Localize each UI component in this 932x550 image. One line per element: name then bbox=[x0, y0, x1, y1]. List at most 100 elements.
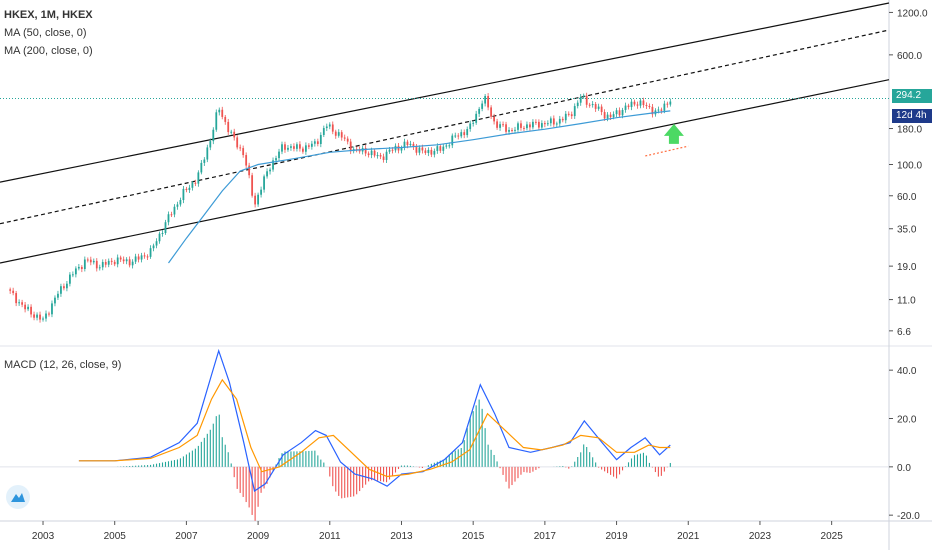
candle-body bbox=[245, 155, 248, 166]
candle-body bbox=[197, 172, 200, 184]
macd-tick-label: -20.0 bbox=[897, 511, 920, 522]
candle-body bbox=[131, 261, 134, 266]
candle-body bbox=[51, 303, 53, 315]
ma50-legend: MA (50, close, 0) bbox=[4, 27, 87, 39]
time-tick-label: 2009 bbox=[247, 531, 270, 542]
candle-body bbox=[101, 261, 104, 268]
candle-body bbox=[15, 293, 18, 304]
candle-body bbox=[573, 106, 576, 117]
candle-body bbox=[33, 314, 35, 318]
candle-body bbox=[27, 306, 29, 310]
channel-line-solid-0 bbox=[0, 2, 890, 183]
candle-body bbox=[618, 110, 621, 116]
macd-tick-label: 0.0 bbox=[897, 463, 911, 474]
last-price-label: 294.2 bbox=[892, 89, 932, 103]
candle-body bbox=[537, 121, 540, 128]
candle-body bbox=[331, 124, 334, 132]
candle-body bbox=[116, 257, 119, 265]
candle-body bbox=[535, 121, 537, 123]
candle-body bbox=[284, 144, 286, 150]
candle-body bbox=[304, 145, 307, 152]
candle-body bbox=[92, 260, 95, 263]
candle-body bbox=[77, 266, 80, 269]
price-tick-label: 600.0 bbox=[897, 51, 922, 62]
time-tick-label: 2005 bbox=[104, 531, 127, 542]
candle-body bbox=[526, 124, 528, 129]
candle-body bbox=[319, 134, 322, 144]
candle-body bbox=[376, 155, 379, 157]
candle-body bbox=[382, 156, 385, 160]
candle-body bbox=[48, 313, 50, 315]
candle-body bbox=[549, 118, 552, 124]
candle-body bbox=[609, 114, 612, 118]
candle-body bbox=[113, 261, 116, 265]
candle-body bbox=[415, 146, 418, 153]
candle-body bbox=[302, 148, 304, 152]
candle-body bbox=[80, 266, 83, 269]
candle-body bbox=[475, 113, 478, 123]
candle-body bbox=[119, 257, 122, 260]
candle-body bbox=[66, 283, 68, 289]
candle-body bbox=[322, 128, 325, 135]
candle-body bbox=[98, 267, 101, 269]
candle-body bbox=[167, 214, 170, 223]
macd-tick-label: 20.0 bbox=[897, 415, 917, 426]
price-tick-label: 19.0 bbox=[897, 262, 917, 273]
candle-body bbox=[296, 144, 298, 149]
time-tick-label: 2007 bbox=[175, 531, 198, 542]
channel-line-dashed-1 bbox=[0, 29, 890, 225]
candle-body bbox=[406, 141, 409, 146]
candle-body bbox=[597, 106, 600, 109]
candle-body bbox=[391, 149, 394, 151]
candle-body bbox=[591, 104, 594, 106]
candle-body bbox=[514, 129, 516, 131]
projection-line bbox=[645, 145, 689, 157]
candle-body bbox=[71, 274, 74, 276]
candle-body bbox=[496, 121, 498, 128]
candle-body bbox=[21, 302, 24, 305]
candle-body bbox=[379, 155, 382, 157]
candle-body bbox=[570, 114, 573, 117]
candle-body bbox=[624, 105, 627, 110]
candle-body bbox=[508, 129, 510, 132]
candle-body bbox=[564, 113, 567, 121]
candle-body bbox=[499, 124, 501, 128]
candle-body bbox=[24, 304, 26, 310]
candle-body bbox=[86, 259, 89, 261]
candle-body bbox=[173, 206, 176, 215]
candle-body bbox=[663, 103, 666, 111]
candle-body bbox=[582, 95, 585, 97]
candle-body bbox=[627, 105, 630, 108]
candle-body bbox=[472, 122, 475, 124]
candle-body bbox=[263, 176, 265, 190]
candle-body bbox=[287, 147, 289, 150]
candle-body bbox=[107, 260, 110, 265]
candle-body bbox=[418, 147, 421, 153]
candle-body bbox=[639, 100, 642, 106]
candle-body bbox=[146, 256, 149, 258]
candle-body bbox=[615, 110, 618, 115]
candle-body bbox=[451, 135, 454, 146]
candle-body bbox=[69, 274, 71, 284]
time-tick-label: 2023 bbox=[749, 531, 772, 542]
candle-body bbox=[83, 259, 86, 269]
candle-body bbox=[212, 129, 215, 142]
candle-body bbox=[9, 289, 12, 291]
candle-body bbox=[529, 124, 531, 128]
tradingview-logo-icon[interactable] bbox=[6, 485, 30, 509]
candle-body bbox=[104, 261, 107, 265]
candle-body bbox=[182, 188, 185, 201]
candle-body bbox=[272, 160, 274, 170]
candle-body bbox=[484, 96, 487, 104]
macd-tick-label: 40.0 bbox=[897, 366, 917, 377]
candle-body bbox=[293, 146, 295, 149]
candle-body bbox=[546, 123, 549, 125]
candle-body bbox=[200, 162, 203, 173]
candle-body bbox=[349, 141, 352, 152]
candle-body bbox=[30, 306, 32, 315]
candle-body bbox=[227, 121, 230, 133]
candle-body bbox=[337, 132, 340, 136]
candle-body bbox=[269, 169, 271, 172]
time-tick-label: 2003 bbox=[32, 531, 55, 542]
